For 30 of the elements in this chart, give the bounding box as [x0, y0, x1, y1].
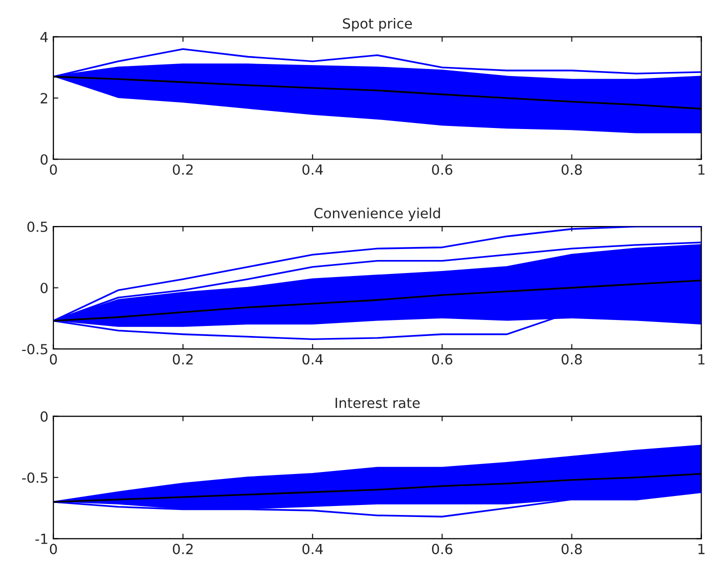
- y-tick-label: 0: [40, 154, 48, 165]
- chart-title: Interest rate: [336, 398, 420, 408]
- x-tick-label: 0.4: [302, 354, 323, 365]
- x-tick-label: 0.6: [432, 354, 452, 365]
- x-tick-label: 0.2: [172, 354, 193, 365]
- x-tick-label: 0.4: [302, 164, 323, 175]
- x-tick-label: 0: [50, 354, 57, 365]
- x-tick-label: 0.2: [172, 544, 193, 554]
- y-tick-label: -1: [35, 534, 48, 544]
- x-tick-label: 0.2: [172, 164, 193, 175]
- y-tick-label: 2: [40, 93, 48, 104]
- x-tick-label: 1: [698, 164, 704, 175]
- y-tick-label: 0: [40, 282, 48, 294]
- y-tick-label: -0.5: [22, 344, 48, 354]
- chart-title: Spot price: [342, 18, 412, 32]
- chart-title: Convenience yield: [314, 208, 440, 222]
- x-tick-label: 0.6: [432, 544, 452, 554]
- x-tick-label: 0.6: [432, 164, 452, 175]
- x-tick-label: 0: [50, 544, 57, 554]
- x-tick-label: 0.8: [562, 354, 582, 365]
- x-tick-label: 0.8: [562, 544, 582, 554]
- y-tick-label: 0: [40, 411, 48, 422]
- y-tick-label: -0.5: [22, 472, 48, 483]
- y-tick-label: 0.5: [27, 222, 48, 232]
- x-tick-label: 0: [50, 164, 57, 175]
- x-tick-label: 0.8: [562, 164, 582, 175]
- x-tick-label: 1: [698, 544, 704, 554]
- y-tick-label: 4: [40, 32, 48, 42]
- x-tick-label: 0.4: [302, 544, 323, 554]
- x-tick-label: 1: [698, 354, 704, 364]
